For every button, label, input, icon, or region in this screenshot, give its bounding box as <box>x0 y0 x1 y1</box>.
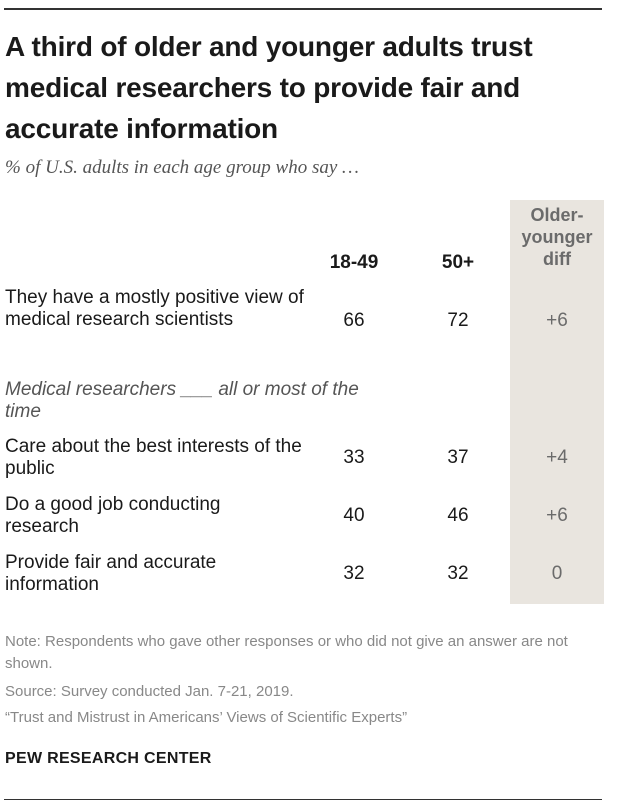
chart-title: A third of older and younger adults trus… <box>5 31 533 144</box>
value-18-49: 66 <box>343 310 365 331</box>
section-label: Medical researchers ___ all or most of t… <box>5 379 359 422</box>
column-header-18-49: 18-49 <box>329 252 379 273</box>
value-diff: +4 <box>546 447 568 468</box>
report-title: “Trust and Mistrust in Americans’ Views … <box>5 709 408 726</box>
brand-logo-text: PEW RESEARCH CENTER <box>5 750 212 767</box>
row-label: They have a mostly positive view of medi… <box>5 287 304 330</box>
value-18-49: 32 <box>343 563 365 584</box>
row-label: Provide fair and accurate information <box>5 552 217 595</box>
row-label: Care about the best interests of the pub… <box>5 436 302 479</box>
chart-source: Source: Survey conducted Jan. 7-21, 2019… <box>5 683 294 700</box>
value-diff: +6 <box>546 310 568 331</box>
column-header-diff: Older-younger diff <box>521 205 593 269</box>
value-50-plus: 32 <box>447 563 469 584</box>
value-50-plus: 46 <box>447 505 469 526</box>
chart-subtitle: % of U.S. adults in each age group who s… <box>5 157 359 178</box>
column-header-50-plus: 50+ <box>441 252 475 273</box>
value-18-49: 33 <box>343 447 365 468</box>
bottom-rule <box>4 799 602 800</box>
value-50-plus: 37 <box>447 447 469 468</box>
value-50-plus: 72 <box>447 310 469 331</box>
value-diff: 0 <box>551 563 563 584</box>
top-rule <box>4 8 602 10</box>
row-label: Do a good job conducting research <box>5 494 221 537</box>
value-diff: +6 <box>546 505 568 526</box>
diff-column-background <box>510 200 604 604</box>
chart-note: Note: Respondents who gave other respons… <box>5 633 568 672</box>
value-18-49: 40 <box>343 505 365 526</box>
